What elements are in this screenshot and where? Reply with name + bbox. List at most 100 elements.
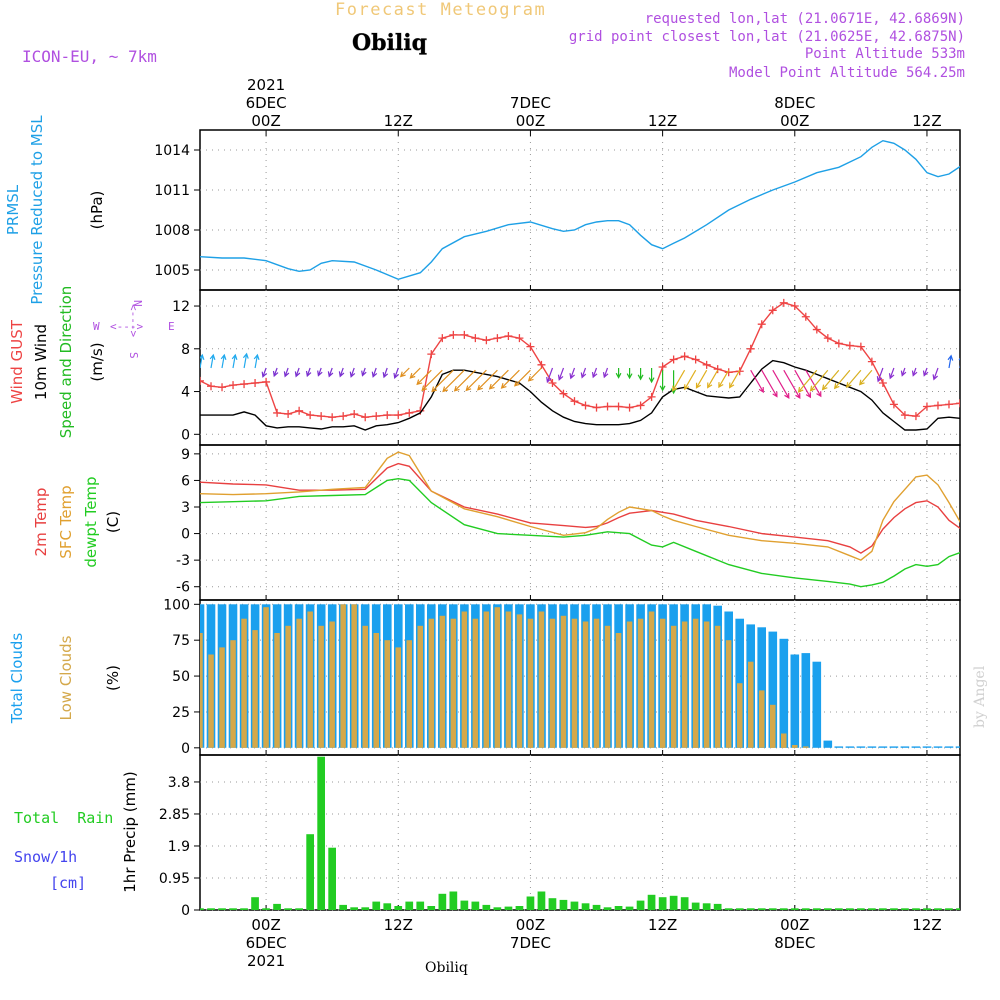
panel-precip: 0 0.95 1.9 2.85 3.8 1hr Precip (mm) [121,754,961,919]
bar-total-rain [956,908,960,910]
gust-marker [306,411,315,420]
bar-total-rain [537,891,546,910]
wind-direction-arrow [772,369,790,399]
gust-marker [548,379,557,387]
gust-marker [218,383,227,392]
gust-marker [757,320,766,329]
panel-label: 2m Temp [32,488,50,557]
bar-low-clouds [692,618,699,748]
bar-low-clouds [252,630,258,748]
precip-axis-label: 1hr Precip (mm) [121,771,139,892]
gust-marker [471,334,480,343]
wind-direction-arrow [231,353,238,369]
panel-label: Wind GUST [8,319,26,404]
wind-direction-arrow [283,367,290,378]
wind-direction-arrow [809,369,829,392]
y-tick-label: -3 [176,553,190,569]
gust-marker [922,402,931,411]
gust-marker [592,403,601,412]
bottom-time-label: 2021 [247,952,285,970]
compass-arrow-h: <---> [110,320,143,333]
bottom-time-label: 12Z [912,916,941,934]
gust-marker [823,334,832,343]
y-tick-label: -6 [176,580,190,596]
top-time-label: 2021 [247,76,285,94]
bar-total-rain [339,904,347,910]
compass-e: E [168,320,175,333]
bar-total-clouds [812,661,822,748]
gust-marker [933,401,942,410]
panel-label: dewpt Temp [82,476,100,567]
gust-marker [636,401,645,410]
bar-low-clouds [725,640,732,748]
bar-total-rain [768,908,777,910]
wind-direction-arrow [253,353,260,369]
wind-direction-arrow [305,367,312,378]
model-label: ICON-EU, ~ 7km [22,47,157,66]
wind-direction-arrow [821,369,840,391]
wind-direction-arrow [327,367,334,378]
bar-total-rain [824,908,832,910]
wind-direction-arrow [421,369,443,392]
bar-low-clouds [770,704,776,748]
panel-frame [199,754,961,911]
bar-total-rain [581,903,590,910]
gust-marker [603,402,612,411]
gust-marker [383,411,392,420]
wind-direction-arrow [783,369,801,399]
y-tick-label: 25 [172,705,190,721]
bar-total-rain [680,897,689,910]
gust-marker [746,344,755,353]
y-tick-label: 0 [181,903,190,919]
bar-total-rain [713,903,722,910]
wind-direction-arrow [684,369,697,391]
bar-total-clouds [911,746,921,748]
wind-direction-arrow [527,367,542,382]
wind-direction-arrow [659,370,666,392]
bar-low-clouds [681,621,688,748]
gust-marker [834,339,843,348]
gust-marker [878,379,887,387]
bar-total-rain [801,908,810,910]
bar-total-clouds [933,746,943,748]
y-tick-label: 1014 [154,143,190,159]
top-time-label: 00Z [251,112,280,130]
panel-label: (C) [104,511,122,533]
wind-direction-arrow [416,369,432,386]
top-time-label: 12Z [384,112,413,130]
gust-marker [967,400,975,408]
bar-total-clouds [967,738,976,748]
bar-low-clouds [230,640,236,748]
panel-pressure: 1005 1008 1011 1014 PRMSL Pressure Reduced to… [4,115,961,305]
bottom-time-label: 8DEC [774,934,815,952]
wind-direction-arrow [729,369,741,389]
footer-location: Obiliq [425,960,468,976]
panel-frame [199,444,961,601]
panel-label: SFC Temp [57,485,75,558]
panel-label: 10m Wind [32,324,50,400]
bottom-time-label: 6DEC [246,934,287,952]
bar-total-rain [813,908,821,910]
bar-low-clouds [472,618,479,748]
bar-total-rain [240,908,248,910]
y-tick-label: 2.85 [159,807,190,823]
wind-direction-arrow [453,369,476,392]
bar-low-clouds [395,647,401,748]
y-tick-label: 1.9 [168,839,190,855]
bar-total-rain [669,895,678,910]
bar-low-clouds [582,621,589,748]
bar-low-clouds [527,618,534,748]
gust-marker [449,330,458,339]
gust-marker [978,405,986,413]
bar-low-clouds [792,745,798,748]
bar-total-rain [636,900,645,910]
wind-direction-arrow [718,369,730,389]
wind-direction-arrow [209,353,216,369]
wind-direction-arrow [970,357,975,368]
bottom-time-label: 00Z [516,916,545,934]
bar-total-rain [570,901,579,910]
bar-total-clouds [955,746,960,748]
gust-marker [273,408,282,417]
plot-area [200,756,960,910]
wind-direction-arrow [922,367,929,377]
